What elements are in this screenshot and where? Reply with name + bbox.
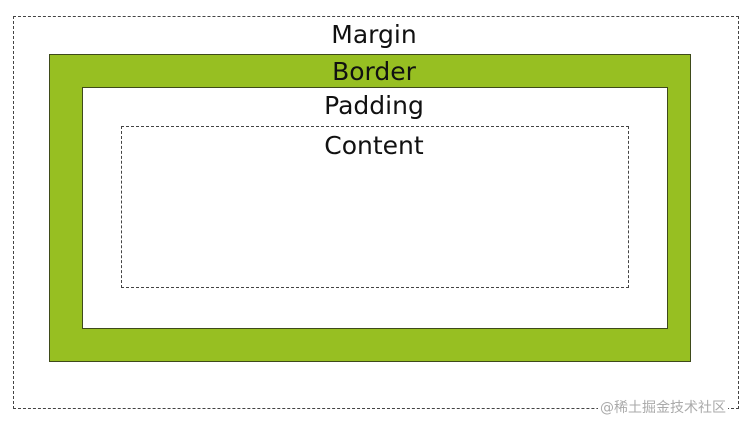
content-box (121, 126, 629, 288)
content-label: Content (324, 131, 424, 160)
padding-label: Padding (324, 91, 424, 120)
padding-box (82, 87, 668, 329)
margin-box (13, 16, 739, 409)
watermark: @稀土掘金技术社区 (598, 397, 728, 417)
margin-label: Margin (331, 20, 417, 49)
border-label: Border (332, 57, 416, 86)
